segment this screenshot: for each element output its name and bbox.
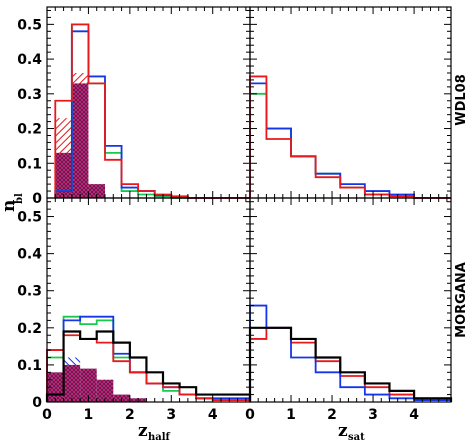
series-red-line xyxy=(249,326,452,402)
row-label-wdl08: WDL08 xyxy=(454,74,469,126)
y-tick-label: 0 xyxy=(32,395,42,411)
hatched-bar-magenta-1 xyxy=(63,364,81,402)
y-axis-label-sub: bl xyxy=(14,193,25,204)
panel-bottom-left: 0 0.1 0.2 0.3 0.4 0.5 0 1 2 3 4 xyxy=(17,197,252,423)
panel-top-right xyxy=(249,6,452,199)
hatched-bar-magenta-1 xyxy=(71,83,89,198)
series-red-line xyxy=(249,75,451,199)
series-green-line xyxy=(249,92,451,199)
y-tick-label: 0.2 xyxy=(17,122,42,138)
x-tick-label: 4 xyxy=(208,407,218,423)
y-tick-label: 0.3 xyxy=(17,284,42,300)
y-tick-label: 0.1 xyxy=(17,156,42,172)
x-tick-label: 3 xyxy=(368,407,378,423)
x-tick-label: 0 xyxy=(245,407,255,423)
x-tick-label: 2 xyxy=(327,407,337,423)
panel-top-left: 0 0.1 0.2 0.3 0.4 0.5 xyxy=(17,6,251,207)
series-blue-line xyxy=(249,304,452,402)
x-axis-label-right: z xyxy=(338,421,348,441)
y-tick-label: 0.1 xyxy=(17,358,42,374)
y-tick-label: 0.5 xyxy=(17,210,42,226)
x-tick-label: 1 xyxy=(84,407,94,423)
x-tick-label: 2 xyxy=(125,407,135,423)
hatched-bar-magenta-0 xyxy=(55,152,72,198)
series-red-line xyxy=(46,334,251,402)
y-tick-label: 0.5 xyxy=(17,17,42,33)
y-tick-label: 0.2 xyxy=(17,321,42,337)
x-tick-label: 3 xyxy=(166,407,176,423)
series-black-line xyxy=(248,326,453,402)
y-axis-label: n xyxy=(0,200,19,212)
series-black-line xyxy=(45,330,252,402)
hatched-bar-magenta-2 xyxy=(88,184,105,198)
hatched-bar-magenta-2 xyxy=(80,368,97,402)
y-tick-label: 0.4 xyxy=(17,52,42,68)
y-tick-label: 0.3 xyxy=(17,87,42,103)
panel-bottom-right: 0 1 2 3 4 xyxy=(245,197,453,423)
x-axis-label-left: z xyxy=(138,421,148,441)
x-axis-label-right-sub: sat xyxy=(348,432,365,442)
hatched-bar-magenta-3 xyxy=(96,379,114,402)
panel-frame xyxy=(249,6,452,199)
x-axis-label-left-sub: half xyxy=(148,432,171,442)
row-label-morgana: MORGANA xyxy=(454,262,469,338)
panel-frame xyxy=(249,197,452,403)
series-blue-line xyxy=(249,82,451,199)
x-tick-label: 0 xyxy=(42,407,52,423)
y-tick-label: 0 xyxy=(32,191,42,207)
x-tick-label: 1 xyxy=(286,407,296,423)
panels: 0 0.1 0.2 0.3 0.4 0.5 0 0.1 0.2 0.3 0.4 0.5 0 1 2 3 4 0 1 2… xyxy=(17,6,453,423)
x-tick-label: 4 xyxy=(409,407,419,423)
y-tick-label: 0.4 xyxy=(17,247,42,263)
